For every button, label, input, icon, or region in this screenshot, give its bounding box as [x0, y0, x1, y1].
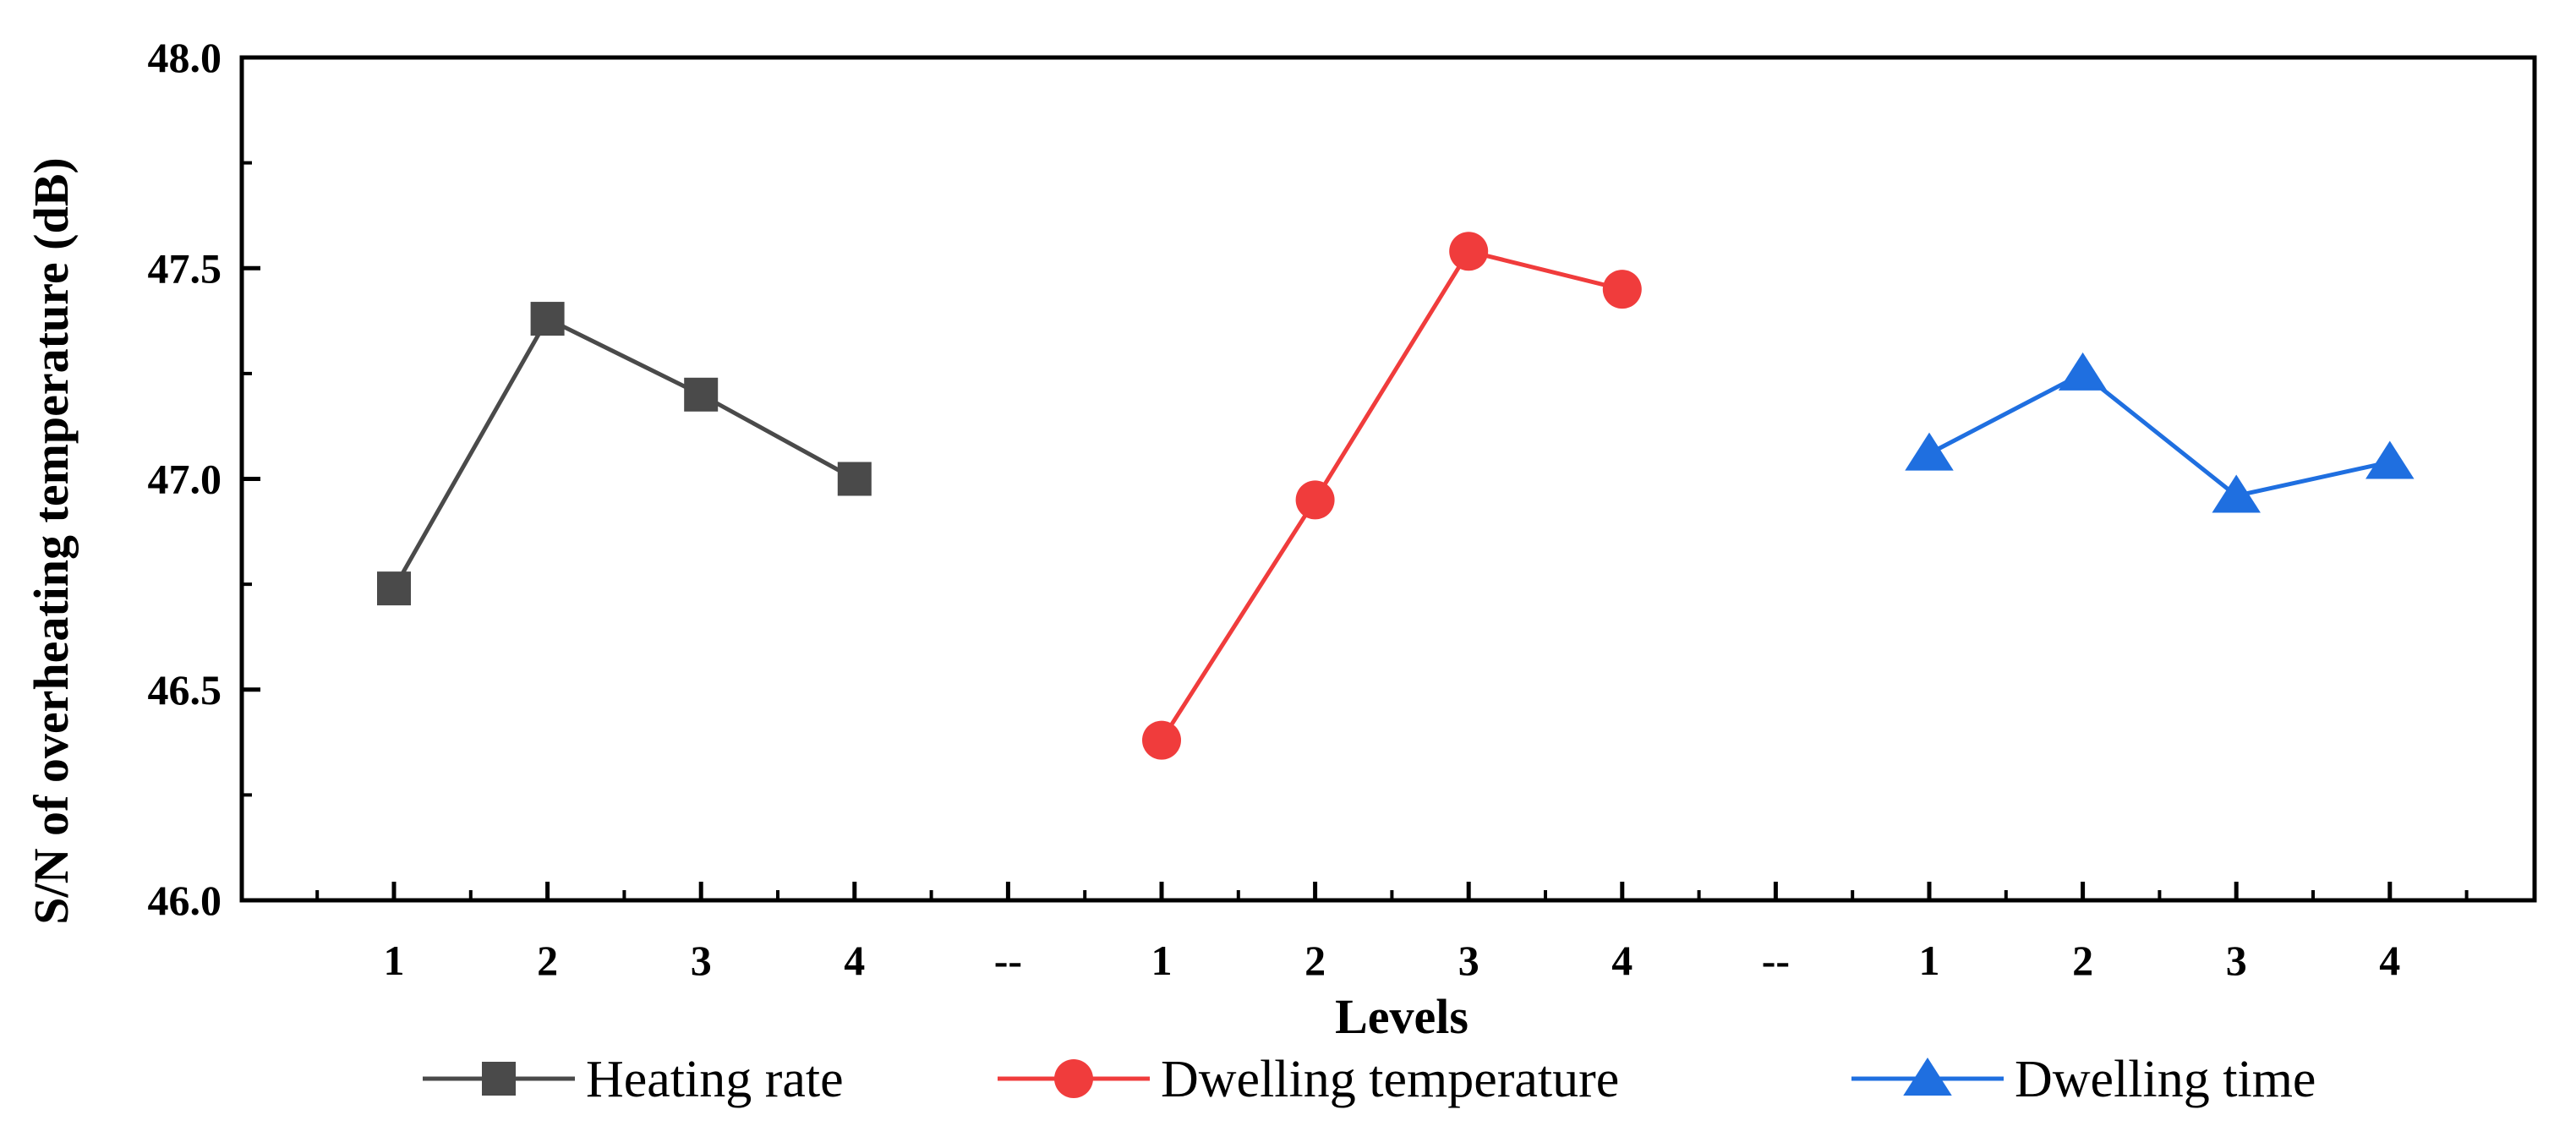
x-tick-label: 2: [1304, 937, 1326, 984]
series-line-1: [391, 315, 856, 590]
x-tick-label: 2: [537, 937, 558, 984]
y-tick-label: 48.0: [148, 34, 222, 81]
x-tick-label: 3: [691, 937, 712, 984]
legend: Heating rate Dwelling temperature Dwelling…: [423, 1051, 2316, 1108]
x-tick-label: 4: [2379, 937, 2400, 984]
x-tick-label: --: [994, 937, 1022, 984]
series-line-2: [1159, 249, 1623, 741]
x-tick-label: 1: [1151, 937, 1173, 984]
series-line-3: [1928, 370, 2391, 499]
x-tick-label: 1: [1919, 937, 1940, 984]
x-tick-label: 3: [1458, 937, 1479, 984]
legend-label: Dwelling time: [2015, 1051, 2316, 1108]
y-axis-title: S/N of overheating temperature (dB): [24, 157, 79, 924]
plot-area: 46.0 46.5 47.0 47.5 48.0 1 2 3 4 -- 1 2 3 4 -- 1 2 3 4: [148, 34, 2537, 984]
plot-frame: [239, 55, 2537, 903]
data-point: [1449, 232, 1489, 271]
legend-marker: [1903, 1058, 1952, 1096]
legend-item-1: Heating rate: [423, 1051, 844, 1108]
data-point: [2212, 474, 2261, 513]
data-point: [377, 571, 411, 606]
y-tick-label: 46.5: [148, 666, 222, 713]
y-tick-label: 47.5: [148, 244, 222, 292]
x-tick-label: 2: [2072, 937, 2093, 984]
x-tick-label: 3: [2226, 937, 2247, 984]
data-point: [2365, 440, 2415, 479]
data-point: [837, 462, 872, 496]
x-axis-title: Levels: [1335, 989, 1468, 1044]
x-tick-label: 4: [844, 937, 865, 984]
data-point: [1142, 720, 1181, 760]
data-point: [1295, 480, 1335, 520]
y-tick-label: 46.0: [148, 877, 222, 924]
legend-label: Dwelling temperature: [1161, 1051, 1619, 1108]
data-point: [1905, 432, 1954, 471]
data-point: [684, 377, 719, 412]
x-tick-label: --: [1762, 937, 1790, 984]
legend-item-3: Dwelling time: [1851, 1051, 2316, 1108]
data-point: [2058, 352, 2108, 391]
data-point: [530, 302, 565, 336]
y-tick-label: 47.0: [148, 456, 222, 503]
legend-label: Heating rate: [586, 1051, 844, 1108]
data-point: [1602, 270, 1642, 309]
legend-item-2: Dwelling temperature: [998, 1051, 1619, 1108]
legend-marker: [482, 1062, 516, 1096]
x-tick-label: 4: [1611, 937, 1633, 984]
x-tick-label: 1: [384, 937, 405, 984]
legend-marker: [1054, 1059, 1093, 1098]
